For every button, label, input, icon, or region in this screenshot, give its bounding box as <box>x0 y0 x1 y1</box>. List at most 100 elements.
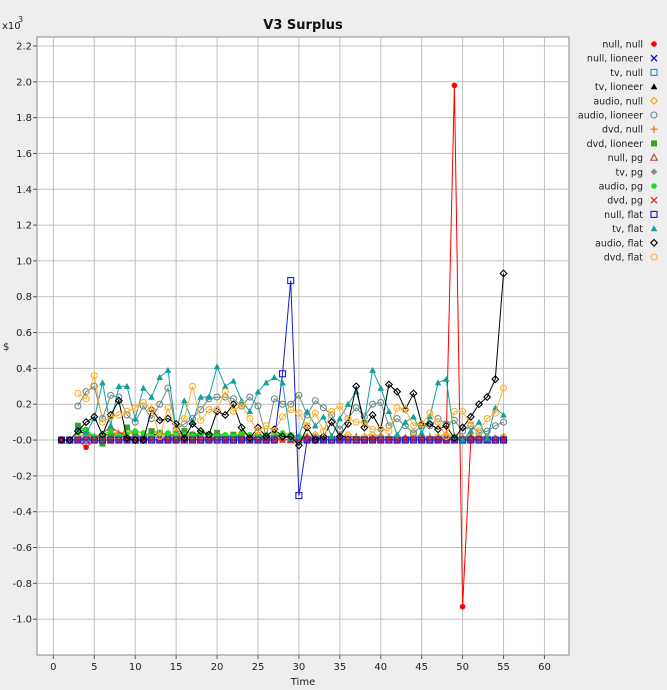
data-point <box>196 427 205 436</box>
data-point <box>106 410 115 420</box>
data-point <box>229 400 238 409</box>
data-point <box>180 414 188 423</box>
legend-marker <box>650 54 658 62</box>
data-point <box>311 397 319 405</box>
data-point <box>222 431 229 438</box>
y-multiplier-base: x10 <box>2 21 21 32</box>
data-point <box>475 436 483 444</box>
data-point <box>271 374 278 380</box>
legend-label: audio, null <box>593 96 643 107</box>
data-point <box>221 388 229 396</box>
x-axis-title: Time <box>290 677 315 688</box>
data-point <box>418 420 426 428</box>
data-point <box>287 406 295 414</box>
data-point <box>377 398 385 406</box>
x-tick-label: 15 <box>170 662 183 673</box>
data-point <box>499 418 508 426</box>
data-point <box>212 407 222 416</box>
data-point <box>229 407 237 415</box>
data-point <box>500 434 507 441</box>
data-point <box>221 436 229 444</box>
data-point <box>123 383 131 389</box>
legend-label: tv, lioneer <box>595 82 643 93</box>
data-point <box>139 435 148 445</box>
data-point <box>319 432 328 441</box>
data-point <box>278 413 287 421</box>
data-point <box>262 432 271 441</box>
data-point <box>254 388 262 395</box>
data-point <box>433 425 443 434</box>
data-point <box>425 419 434 428</box>
data-point <box>107 391 115 399</box>
data-point <box>172 427 180 435</box>
legend-marker <box>649 153 659 161</box>
legend-entry: audio, flat <box>595 238 659 249</box>
data-point <box>336 425 344 433</box>
data-point <box>401 406 409 414</box>
data-point <box>205 393 213 400</box>
data-point <box>213 436 221 444</box>
y-tick-label: 0.4 <box>16 364 32 375</box>
data-point <box>229 395 237 403</box>
legend-entry: dvd, lioneer <box>587 139 657 150</box>
legend-label: dvd, flat <box>604 253 644 264</box>
legend-marker <box>651 140 657 147</box>
data-point <box>343 419 353 428</box>
data-point <box>74 436 82 444</box>
data-point <box>295 409 303 417</box>
data-point <box>188 419 197 428</box>
data-point <box>164 366 172 373</box>
data-point <box>139 398 147 406</box>
data-point <box>98 418 107 426</box>
legend-entry: null, flat <box>604 210 658 221</box>
data-point <box>467 427 475 434</box>
data-point <box>237 423 246 432</box>
data-point <box>336 402 344 410</box>
series <box>74 372 508 441</box>
data-point <box>442 432 450 441</box>
data-point <box>393 431 401 438</box>
data-point <box>165 430 171 436</box>
data-point <box>295 492 303 500</box>
y-axis-ticks: -1.0 -0.8 -0.6 -0.4 -0.2 -0.0 0.2 0.4 0.6 0.8 1.0 1… <box>12 41 37 626</box>
data-point <box>426 436 434 444</box>
data-point <box>385 408 393 415</box>
data-point <box>500 411 507 418</box>
data-point <box>115 436 123 444</box>
data-point <box>434 418 442 426</box>
data-point <box>181 397 188 404</box>
data-point <box>205 406 213 414</box>
data-point <box>132 428 139 434</box>
y-axis-title: $ <box>3 342 9 353</box>
plot-area <box>36 36 570 656</box>
data-point <box>467 436 475 444</box>
data-point <box>181 428 188 435</box>
data-point <box>238 436 246 444</box>
data-point <box>107 428 114 434</box>
data-point <box>148 428 155 435</box>
x-tick-label: 5 <box>91 662 97 673</box>
data-point <box>377 436 385 444</box>
data-point <box>131 404 139 412</box>
data-point <box>148 436 156 444</box>
y-tick-label: 1.8 <box>16 113 32 124</box>
data-point <box>352 382 361 391</box>
data-point <box>294 441 303 450</box>
data-point <box>450 407 458 415</box>
data-point <box>132 431 139 438</box>
legend-entry: tv, pg <box>616 167 658 178</box>
data-point <box>352 436 360 444</box>
grid <box>37 37 569 655</box>
data-point <box>499 269 508 278</box>
data-point <box>140 384 147 391</box>
data-point <box>156 432 164 441</box>
data-point <box>65 435 74 445</box>
data-point <box>368 410 377 420</box>
legend-entry: null, lioneer <box>587 54 658 65</box>
data-point <box>124 424 131 431</box>
data-point <box>205 436 213 444</box>
y-tick-label: 0.2 <box>16 400 32 411</box>
data-point <box>393 414 401 423</box>
data-point <box>500 436 507 444</box>
legend-entry: audio, pg <box>599 182 657 193</box>
